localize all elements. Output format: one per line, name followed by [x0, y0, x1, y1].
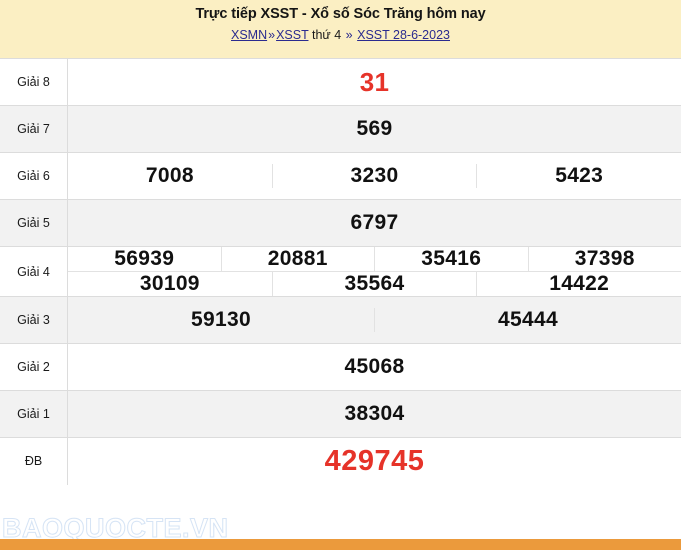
table-row: Giải 7 569 — [0, 105, 681, 153]
prize-value: 20881 — [222, 247, 375, 271]
prize-values-db: 429745 — [67, 437, 681, 485]
prize-label-db: ĐB — [0, 437, 68, 485]
prize-value: 45444 — [498, 308, 558, 331]
breadcrumb-weekday: thứ 4 — [311, 28, 342, 42]
prize-value: 56939 — [68, 247, 222, 271]
prize-value: 30109 — [68, 272, 273, 296]
breadcrumb-link-xsst[interactable]: XSST — [276, 28, 309, 42]
prize-value: 7008 — [68, 164, 273, 188]
prize-value: 38304 — [344, 402, 405, 425]
prize-value: 5423 — [555, 164, 604, 187]
breadcrumb-separator-2: » — [345, 28, 353, 42]
prize-label-giai-8: Giải 8 — [0, 58, 68, 106]
table-row: Giải 2 45068 — [0, 343, 681, 391]
prize-values-giai-2: 45068 — [67, 343, 681, 391]
prize-value: 14422 — [549, 272, 610, 295]
prize-value: 45068 — [344, 355, 405, 378]
table-row: Giải 4 56939 20881 35416 37398 30109 355… — [0, 246, 681, 297]
prize-values-giai-1: 38304 — [67, 390, 681, 438]
breadcrumb-link-xsmn[interactable]: XSMN — [230, 28, 268, 42]
bottom-banner-text — [0, 539, 681, 540]
prize-value: 35416 — [375, 247, 529, 271]
table-row: ĐB 429745 — [0, 437, 681, 485]
table-row: Giải 1 38304 — [0, 390, 681, 438]
prize-value: 31 — [359, 66, 390, 97]
prize-values-giai-4: 56939 20881 35416 37398 30109 35564 1442… — [67, 246, 681, 297]
prize-label-giai-2: Giải 2 — [0, 343, 68, 391]
prize-value: 35564 — [273, 272, 478, 296]
page-header: Trực tiếp XSST - Xổ số Sóc Trăng hôm nay… — [0, 0, 681, 58]
table-row: Giải 5 6797 — [0, 199, 681, 247]
breadcrumb: XSMN»XSST thứ 4 » XSST 28-6-2023 — [0, 27, 681, 43]
prize-label-giai-5: Giải 5 — [0, 199, 68, 247]
table-row: Giải 8 31 — [0, 58, 681, 106]
prize-values-giai-6: 7008 3230 5423 — [67, 152, 681, 200]
prize-values-giai-3: 59130 45444 — [67, 296, 681, 344]
bottom-banner-bar — [0, 539, 681, 550]
prize-values-giai-5: 6797 — [67, 199, 681, 247]
prize-label-giai-1: Giải 1 — [0, 390, 68, 438]
table-row: Giải 6 7008 3230 5423 — [0, 152, 681, 200]
prize-value: 6797 — [350, 211, 399, 234]
prize-label-giai-4: Giải 4 — [0, 246, 68, 297]
prize-values-giai-8: 31 — [67, 58, 681, 106]
prize-value: 569 — [356, 117, 393, 140]
prize-value: 429745 — [324, 444, 425, 477]
prize-label-giai-7: Giải 7 — [0, 105, 68, 153]
page-title: Trực tiếp XSST - Xổ số Sóc Trăng hôm nay — [195, 6, 486, 22]
prize-value: 59130 — [68, 308, 375, 332]
prize-values-giai-7: 569 — [67, 105, 681, 153]
lottery-results-table: Giải 8 31 Giải 7 569 Giải 6 — [0, 58, 681, 485]
prize-value: 3230 — [273, 164, 478, 188]
prize-label-giai-6: Giải 6 — [0, 152, 68, 200]
table-row: Giải 3 59130 45444 — [0, 296, 681, 344]
breadcrumb-separator-1: » — [268, 28, 276, 42]
prize-value: 37398 — [574, 247, 635, 270]
breadcrumb-link-date[interactable]: XSST 28-6-2023 — [357, 28, 450, 42]
prize-label-giai-3: Giải 3 — [0, 296, 68, 344]
